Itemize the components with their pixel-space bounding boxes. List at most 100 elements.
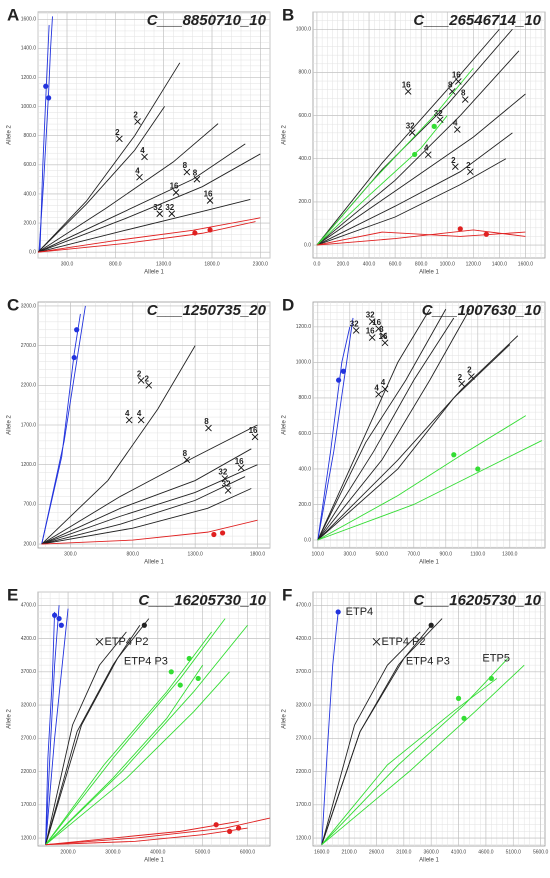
annotation-marker (156, 210, 164, 218)
trace (38, 221, 256, 253)
annotation-marker (137, 416, 145, 424)
plot (45, 605, 270, 846)
trace (38, 143, 246, 253)
y-tick-label: 600.0 (298, 431, 311, 437)
y-axis-label: Allele 2 (282, 709, 288, 729)
chart-title: C___1007630_10 (422, 302, 542, 319)
y-tick-label: 2200.0 (21, 383, 37, 389)
chart-title: C___16205730_10 (413, 592, 541, 609)
y-tick-label: 3200.0 (21, 702, 37, 708)
dot (451, 452, 457, 458)
annotation-marker (183, 168, 191, 176)
annotation-marker (458, 380, 466, 388)
dot (211, 531, 217, 538)
y-tick-label: 1200.0 (296, 835, 312, 841)
trace (316, 93, 526, 246)
annotation-marker (381, 385, 389, 393)
annotation: 4 (125, 409, 130, 418)
panel-letter: A (7, 5, 19, 24)
annotation-marker (436, 116, 444, 123)
annotation: 2 (458, 373, 463, 382)
trace (45, 618, 150, 845)
dot (168, 669, 174, 675)
dot (457, 226, 463, 232)
y-tick-label: 3200.0 (296, 702, 312, 708)
x-axis-label: Allele 1 (419, 270, 439, 276)
annotation: 4 (140, 146, 145, 155)
x-tick-label: 1800.0 (204, 261, 220, 267)
trace (316, 158, 507, 246)
dot (177, 682, 183, 688)
annotation: 32 (434, 109, 443, 118)
trace (45, 608, 69, 845)
annotation: 8 (193, 168, 198, 177)
trace (45, 820, 239, 846)
trace (45, 631, 127, 845)
annotation: 16 (379, 332, 388, 341)
annotation: 32 (153, 203, 162, 212)
x-tick-label: 2300.0 (253, 261, 269, 267)
x-tick-label: 5600.0 (533, 849, 549, 855)
trace (317, 317, 354, 541)
trace (45, 817, 270, 846)
x-axis-label: Allele 1 (419, 858, 439, 864)
x-tick-label: 1800.0 (250, 551, 266, 557)
annotation-marker (183, 456, 191, 464)
dot (207, 227, 213, 233)
y-tick-label: 1700.0 (296, 802, 312, 808)
trace (41, 345, 196, 545)
annotation: 4 (135, 166, 140, 175)
trace (41, 448, 252, 545)
x-tick-label: 0.0 (313, 261, 320, 267)
x-tick-label: 5100.0 (506, 849, 522, 855)
x-tick-label: 800.0 (415, 261, 428, 267)
trace (316, 50, 520, 246)
dot (488, 675, 494, 682)
plot (41, 305, 258, 545)
y-tick-label: 600.0 (23, 162, 36, 168)
y-tick-label: 200.0 (298, 199, 311, 205)
panel: 1600.0 2100.0 2600.0 3100.0 3600.0 4100.0 4600… (282, 585, 549, 863)
annotation-marker (193, 175, 201, 183)
y-tick-label: 400.0 (23, 191, 36, 197)
dot (43, 83, 49, 89)
trace (317, 335, 519, 541)
annotation-marker (125, 416, 133, 424)
panel: 2000.0 3000.0 4000.0 5000.0 6000.0 1200.0 1700… (7, 585, 271, 864)
annotation: 4 (424, 144, 429, 153)
panel-letter: E (7, 585, 18, 604)
trace (321, 678, 498, 845)
y-axis-label: Allele 2 (282, 125, 288, 145)
y-tick-label: 800.0 (23, 133, 36, 139)
trace (321, 664, 525, 846)
annotation-marker (455, 78, 462, 85)
dot (412, 151, 418, 158)
x-tick-label: 300.0 (64, 551, 77, 557)
y-tick-label: 2700.0 (21, 736, 37, 742)
y-axis-label: Allele 2 (7, 709, 13, 729)
x-tick-label: 1300.0 (156, 261, 172, 267)
annotation: 2 (133, 111, 138, 120)
trace (316, 28, 500, 246)
annotation: 8 (183, 161, 188, 170)
x-tick-label: 500.0 (376, 551, 389, 557)
x-tick-label: 1600.0 (314, 849, 330, 855)
x-tick-label: 4600.0 (478, 849, 494, 855)
y-tick-label: 4700.0 (296, 603, 312, 609)
x-tick-label: 2000.0 (60, 849, 76, 855)
x-tick-label: 6000.0 (240, 849, 256, 855)
annotation: 2 (145, 374, 150, 383)
annotation-marker (172, 189, 180, 196)
annotation-marker (206, 197, 214, 204)
panel: 300.0 800.0 1300.0 1800.0 2300.0 0.0 200.0 400.… (7, 5, 271, 276)
y-tick-label: 3700.0 (21, 669, 37, 675)
dot (461, 715, 467, 721)
dot (220, 530, 226, 536)
dot (71, 354, 77, 361)
dot (192, 230, 198, 236)
plot (321, 609, 525, 846)
dot (336, 377, 342, 383)
x-tick-label: 2600.0 (369, 849, 385, 855)
dot (213, 822, 219, 828)
dot (235, 825, 242, 831)
